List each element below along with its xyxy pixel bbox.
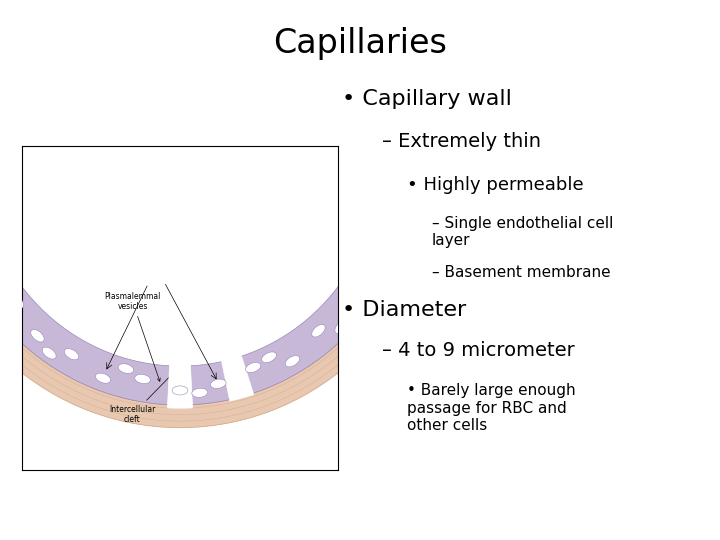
Text: • Barely large enough
passage for RBC and
other cells: • Barely large enough passage for RBC an… xyxy=(407,383,575,433)
Ellipse shape xyxy=(246,362,261,373)
Text: – Extremely thin: – Extremely thin xyxy=(382,132,541,151)
Text: – 4 to 9 micrometer: – 4 to 9 micrometer xyxy=(382,341,575,360)
Ellipse shape xyxy=(192,388,207,397)
Ellipse shape xyxy=(335,320,348,334)
Ellipse shape xyxy=(135,374,150,383)
Ellipse shape xyxy=(261,352,276,363)
Text: Plasmalemmal
vesicles: Plasmalemmal vesicles xyxy=(104,292,161,381)
Polygon shape xyxy=(167,362,193,408)
Text: • Capillary wall: • Capillary wall xyxy=(342,89,512,109)
Text: – Basement membrane: – Basement membrane xyxy=(432,265,611,280)
Ellipse shape xyxy=(96,373,111,383)
Polygon shape xyxy=(221,355,254,401)
Ellipse shape xyxy=(364,245,374,260)
Text: Basement
membrane: Basement membrane xyxy=(0,539,1,540)
Ellipse shape xyxy=(12,295,24,308)
Ellipse shape xyxy=(285,355,300,367)
Ellipse shape xyxy=(172,386,188,395)
Ellipse shape xyxy=(359,263,369,278)
Text: – Single endothelial cell
layer: – Single endothelial cell layer xyxy=(432,216,613,248)
Text: • Diameter: • Diameter xyxy=(342,300,467,320)
Ellipse shape xyxy=(118,364,134,374)
Text: • Highly permeable: • Highly permeable xyxy=(407,176,583,193)
Polygon shape xyxy=(0,205,413,405)
Text: Vesicular
channel??: Vesicular channel?? xyxy=(0,539,1,540)
Polygon shape xyxy=(0,213,434,428)
Ellipse shape xyxy=(0,279,12,294)
Ellipse shape xyxy=(312,325,325,337)
Ellipse shape xyxy=(384,232,393,247)
Text: Capillaries: Capillaries xyxy=(273,27,447,60)
Text: Intercellular
cleft: Intercellular cleft xyxy=(109,369,178,424)
Ellipse shape xyxy=(64,348,78,360)
Ellipse shape xyxy=(42,347,56,359)
Ellipse shape xyxy=(345,302,357,316)
Ellipse shape xyxy=(210,379,226,388)
Text: Endothelial
cell: Endothelial cell xyxy=(0,539,1,540)
Ellipse shape xyxy=(31,329,44,342)
